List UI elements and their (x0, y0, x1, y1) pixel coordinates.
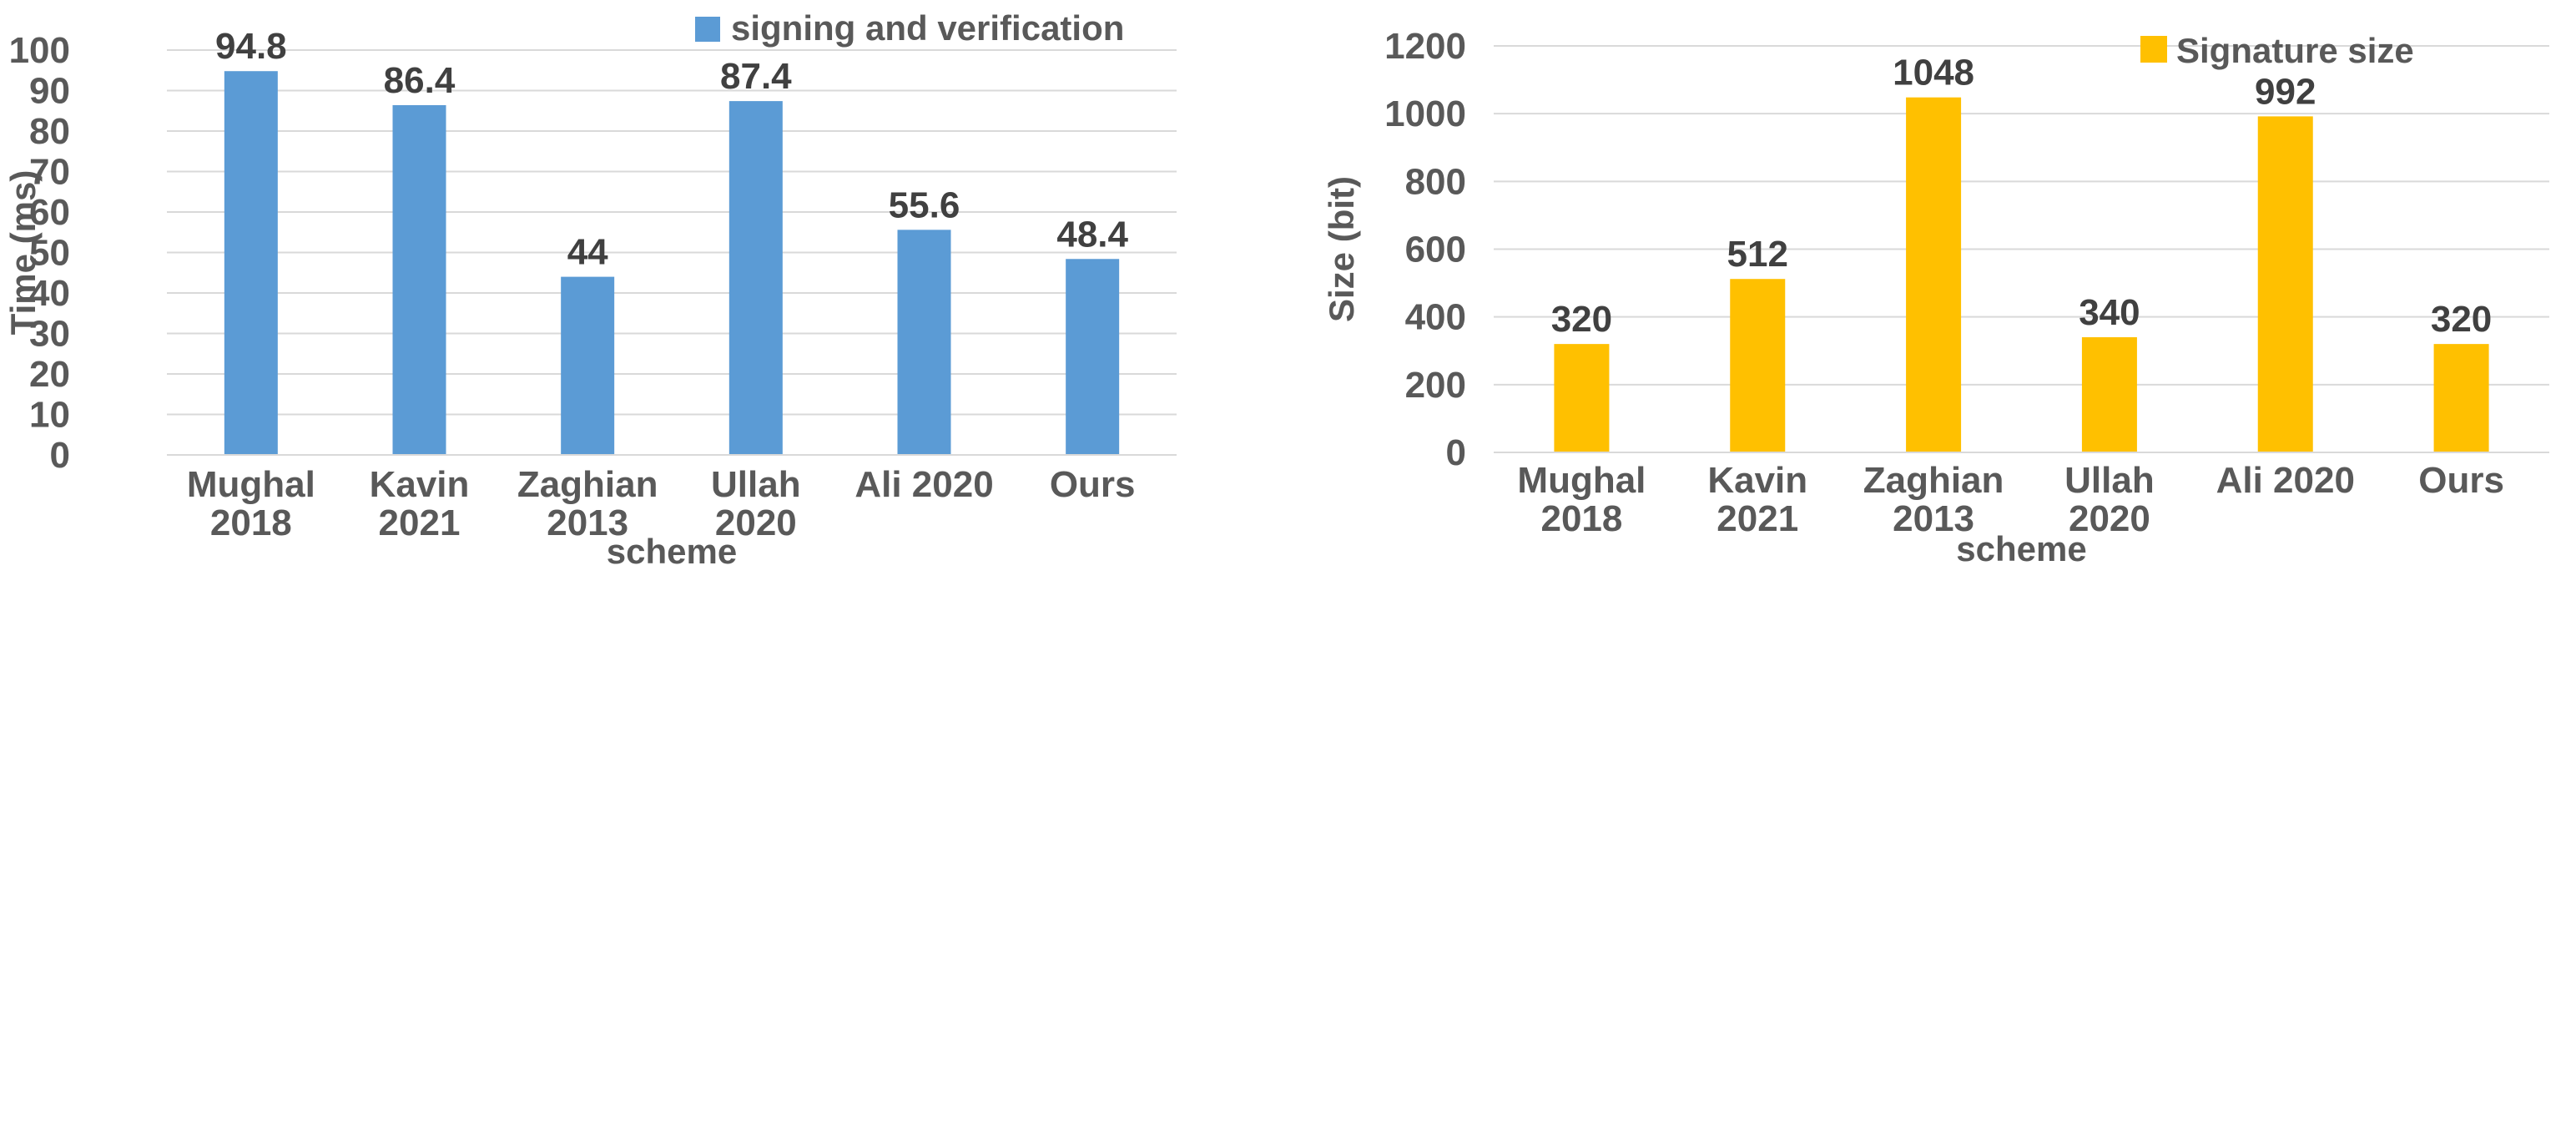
bar (2257, 116, 2313, 452)
y-tick-label: 600 (1405, 230, 1466, 270)
y-tick-label: 40 (29, 273, 70, 314)
legend: signing and verification (695, 8, 1124, 48)
x-category-label: Ullah (2064, 460, 2155, 501)
y-tick-label: 30 (29, 314, 70, 355)
y-tick-label: 50 (29, 233, 70, 274)
y-tick-label: 100 (9, 30, 70, 71)
x-axis-title: scheme (607, 532, 737, 571)
x-category-label: 2013 (547, 502, 628, 543)
y-tick-label: 0 (50, 435, 70, 476)
data-label: 94.8 (215, 26, 287, 67)
y-axis-title: Time (ms) (3, 170, 43, 336)
y-axis-title: Size (bit) (1322, 176, 1361, 322)
bar (1906, 97, 1962, 452)
x-category-label: Ali 2020 (2216, 460, 2355, 501)
bar (1730, 279, 1786, 452)
x-category-label: 2020 (2069, 498, 2150, 539)
legend-label: signing and verification (731, 8, 1124, 48)
data-label: 320 (2431, 299, 2492, 340)
legend-swatch (2140, 36, 2167, 63)
y-tick-label: 90 (29, 71, 70, 112)
legend-label: Signature size (2176, 31, 2414, 70)
y-tick-label: 1000 (1384, 93, 1466, 134)
data-label: 992 (2255, 71, 2316, 112)
x-category-label: Mughal (187, 464, 315, 505)
x-category-label: Zaghian (517, 464, 658, 505)
bar (897, 230, 951, 455)
y-tick-label: 400 (1405, 297, 1466, 338)
x-category-label: Zaghian (1863, 460, 2004, 501)
x-axis-title: scheme (1956, 529, 2086, 568)
y-tick-label: 70 (29, 152, 70, 193)
legend: Signature size (2140, 31, 2414, 70)
y-tick-label: 60 (29, 192, 70, 233)
data-label: 340 (2079, 292, 2140, 333)
y-tick-label: 800 (1405, 161, 1466, 202)
x-category-label: Ali 2020 (854, 464, 993, 505)
bar (1066, 259, 1120, 455)
x-category-label: 2013 (1893, 498, 1974, 539)
y-tick-label: 80 (29, 111, 70, 152)
data-label: 48.4 (1056, 214, 1128, 255)
x-category-label: 2018 (1540, 498, 1622, 539)
bar (728, 101, 783, 456)
x-category-label: 2021 (1716, 498, 1798, 539)
data-label: 320 (1551, 299, 1612, 340)
data-label: 55.6 (889, 184, 960, 225)
x-category-label: Ullah (711, 464, 801, 505)
bar (561, 276, 615, 455)
x-category-label: Kavin (1707, 460, 1807, 501)
x-category-label: 2020 (715, 502, 797, 543)
bar (1554, 344, 1610, 452)
y-tick-label: 10 (29, 395, 70, 436)
data-label: 1048 (1893, 53, 1974, 93)
y-tick-label: 1200 (1384, 26, 1466, 67)
bar (2081, 337, 2137, 452)
legend-swatch (695, 17, 720, 42)
data-label: 86.4 (384, 60, 456, 101)
x-category-label: 2018 (210, 502, 292, 543)
x-category-label: Kavin (370, 464, 470, 505)
x-category-label: Mughal (1517, 460, 1646, 501)
data-label: 512 (1727, 234, 1788, 275)
y-tick-label: 0 (1446, 432, 1466, 473)
data-label: 44 (567, 232, 608, 273)
y-tick-label: 200 (1405, 365, 1466, 406)
bar (392, 104, 446, 456)
bar (2433, 344, 2489, 452)
x-category-label: Ours (2418, 460, 2504, 501)
x-category-label: Ours (1050, 464, 1136, 505)
y-tick-label: 20 (29, 354, 70, 395)
bar (224, 71, 278, 455)
x-category-label: 2021 (379, 502, 461, 543)
data-label: 87.4 (720, 56, 792, 97)
